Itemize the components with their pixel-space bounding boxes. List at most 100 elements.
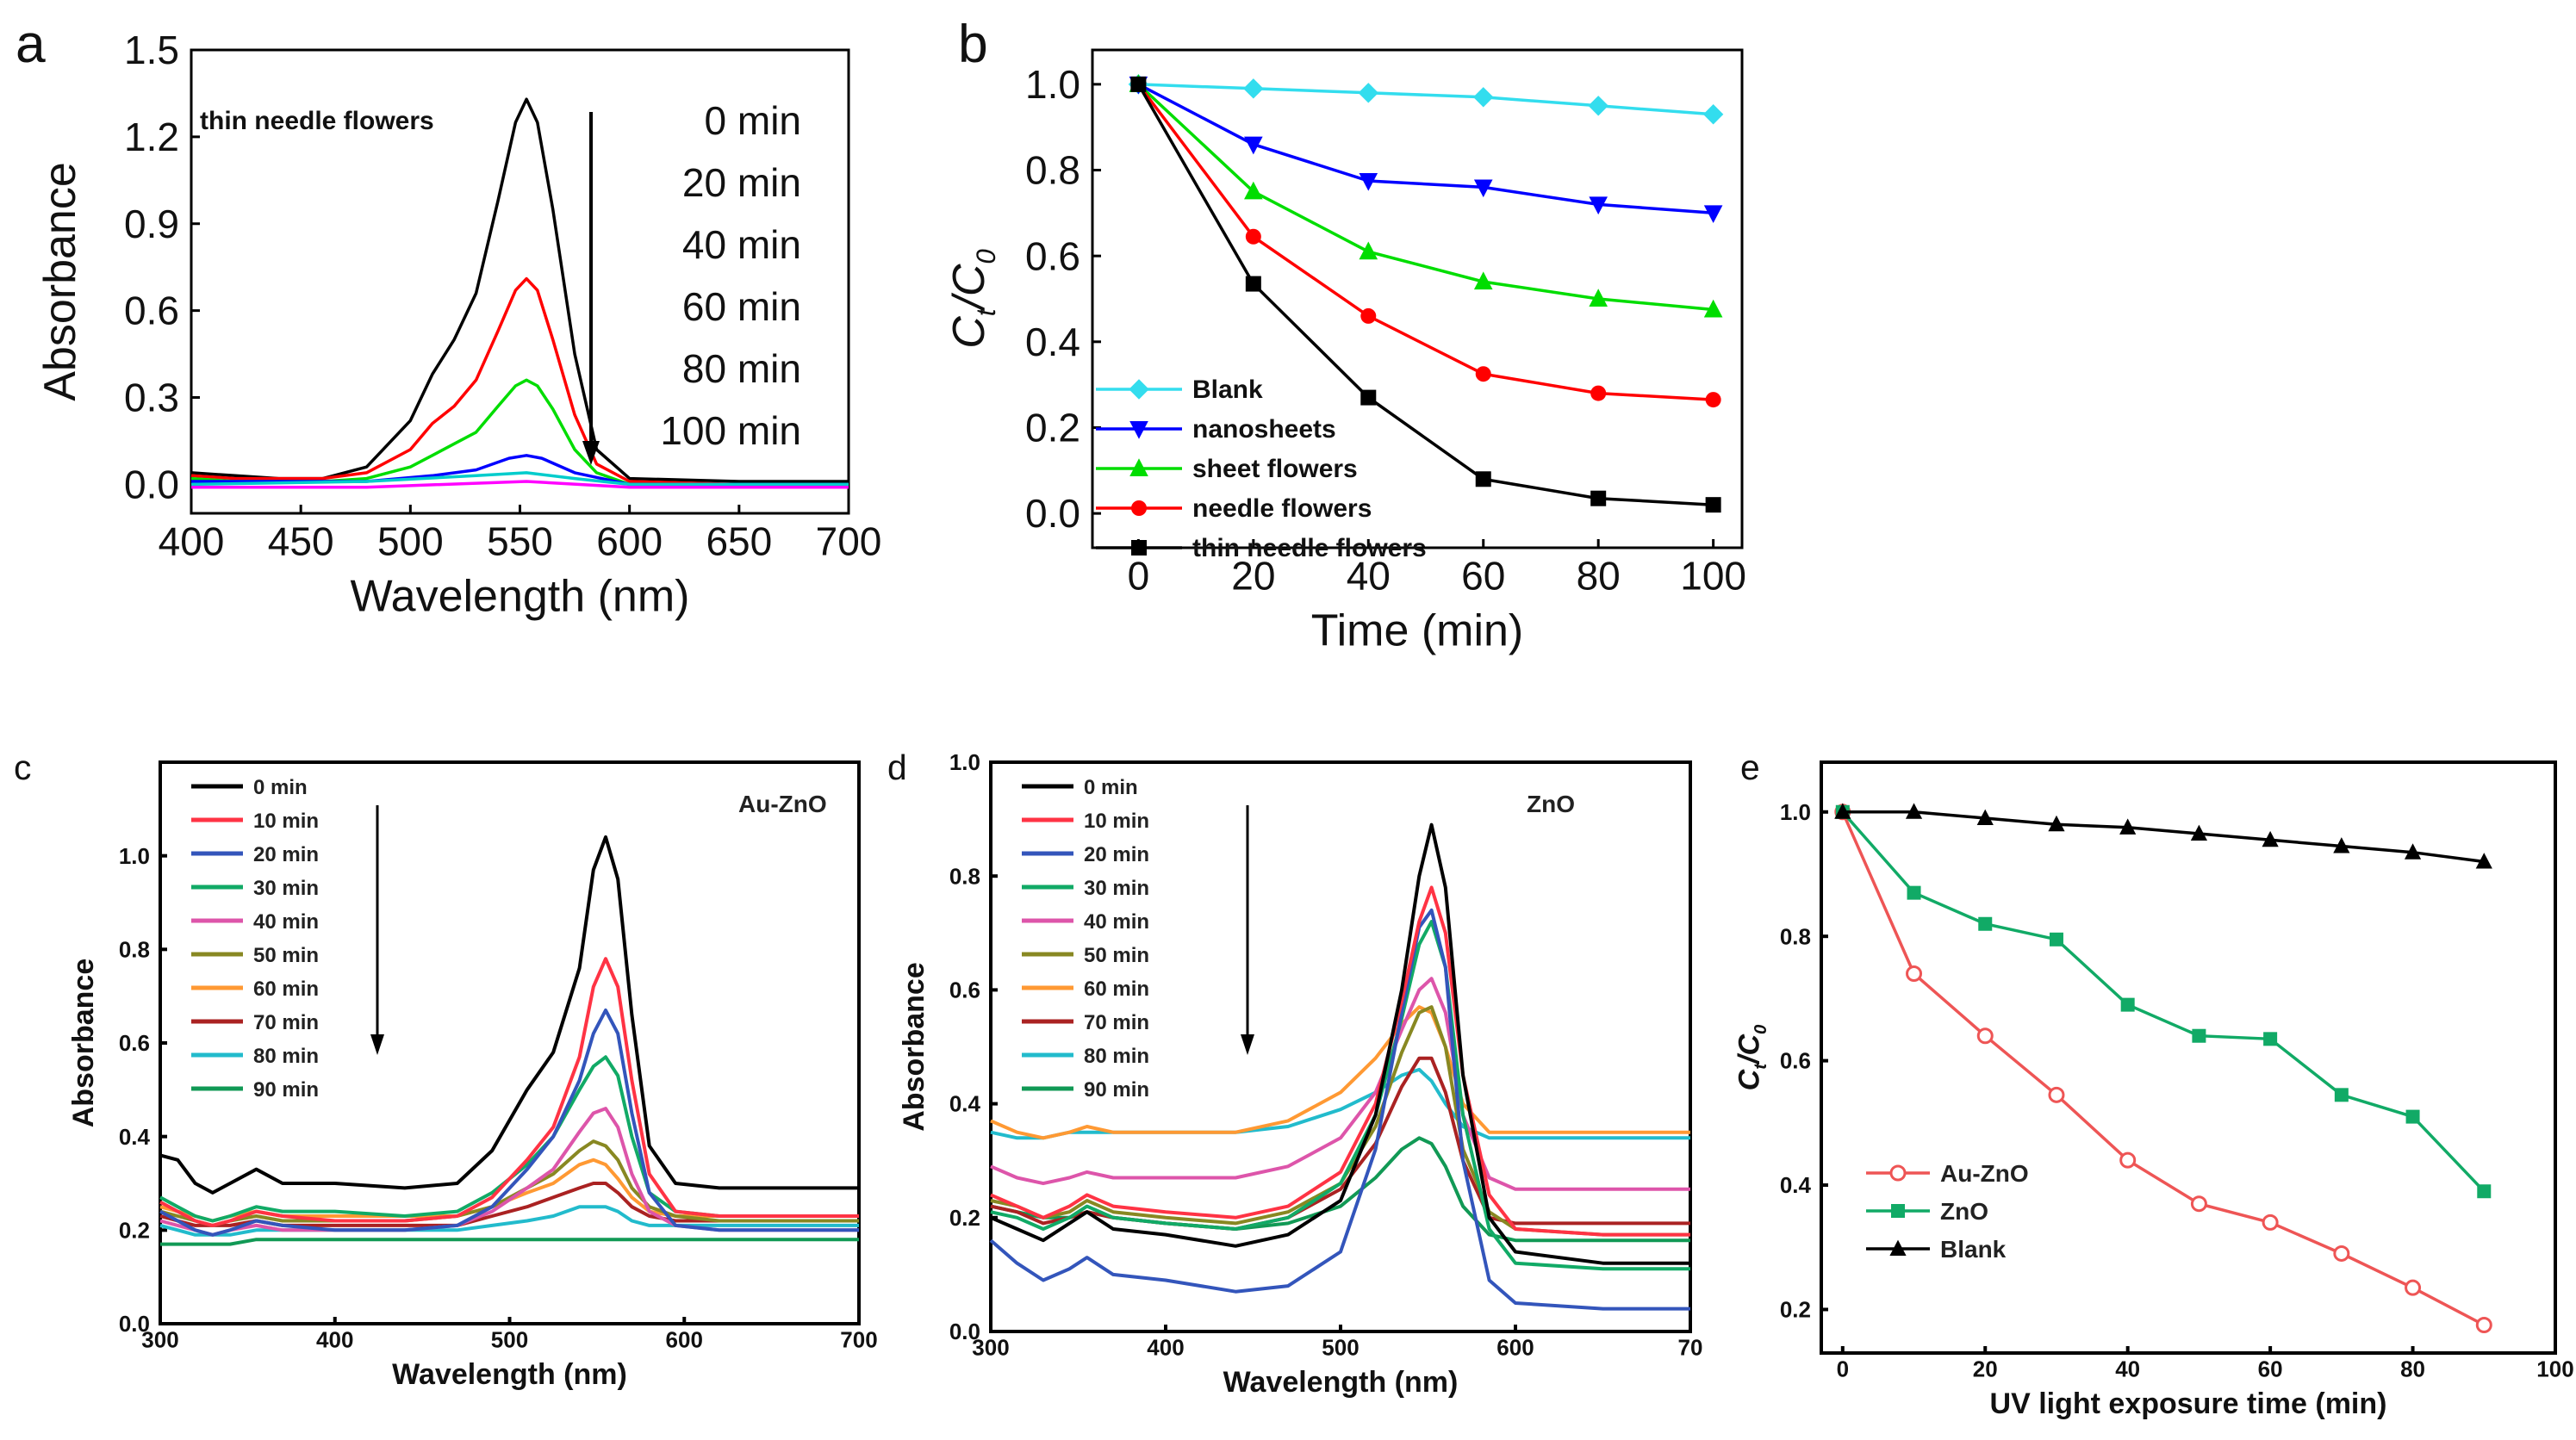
series-line (1137, 83, 1714, 312)
y-axis-label: Absorbance (898, 962, 930, 1132)
series-line (990, 920, 1690, 1271)
y-tick-label: 0.4 (949, 1091, 981, 1117)
y-tick-label: 0.6 (119, 1030, 150, 1056)
legend-label: 0 min (253, 776, 308, 799)
x-tick-label: 600 (666, 1326, 703, 1352)
series-line (1842, 810, 2485, 864)
legend-label: 50 min (253, 944, 319, 967)
y-tick-label: 0.6 (949, 978, 980, 1003)
y-tick-label: 0.8 (119, 936, 150, 962)
x-tick-label: 70 (1678, 1334, 1703, 1360)
series-line (1137, 83, 1714, 215)
y-tick-label: 0.4 (1025, 320, 1080, 364)
legend-label: 20 min (682, 160, 801, 205)
y-tick-label: 1.0 (949, 749, 980, 775)
x-tick-label: 500 (377, 518, 444, 563)
legend-label: 10 min (1084, 810, 1149, 833)
data-point (1245, 276, 1261, 292)
data-point (1473, 179, 1493, 198)
y-tick-label: 0.8 (1025, 148, 1080, 193)
y-axis-label: Ct/C0 (944, 249, 1001, 349)
data-point (1475, 366, 1491, 382)
legend-label: 80 min (682, 346, 801, 391)
y-tick-label: 0.4 (119, 1124, 151, 1150)
series-line (1138, 83, 1714, 116)
x-tick-label: 400 (1147, 1334, 1184, 1360)
x-tick-label: 600 (596, 518, 663, 563)
x-tick-label: 700 (840, 1326, 877, 1352)
x-axis-label: Wavelength (nm) (1223, 1366, 1459, 1399)
y-tick-label: 0.9 (124, 202, 179, 246)
legend-label: 50 min (1084, 944, 1149, 967)
legend-label: 80 min (253, 1045, 319, 1068)
legend-label: 60 min (1084, 978, 1149, 1001)
series-line (990, 885, 1690, 1237)
trend-arrow-head (1241, 1034, 1254, 1055)
y-axis-label-part: /C (944, 264, 994, 311)
y-axis-label-part: /C (1733, 1034, 1765, 1065)
data-point (1360, 307, 1377, 324)
data-point (1245, 228, 1261, 245)
legend-label: 60 min (253, 978, 319, 1001)
chart-title: Au-ZnO (738, 791, 827, 817)
x-tick-label: 650 (706, 518, 772, 563)
data-point (2048, 815, 2065, 832)
x-tick-label: 100 (2536, 1356, 2573, 1381)
y-tick-label: 0.3 (124, 376, 179, 420)
legend-label: 40 min (1084, 910, 1149, 934)
series-line (1136, 84, 1714, 506)
series-line (159, 835, 859, 1195)
y-axis-label-part: C (944, 316, 994, 349)
data-point (1703, 299, 1723, 318)
data-point (1834, 803, 1851, 819)
x-tick-label: 60 (1461, 553, 1505, 598)
y-axis-label-part: 0 (1752, 1024, 1770, 1034)
panel-b: 0 20 40 60 80 100 0.0 0.2 0.4 0.6 0.8 1.0 Time (min)… (944, 15, 1746, 655)
data-point (2049, 932, 2063, 947)
legend-label: 0 min (705, 98, 801, 143)
legend-label: Au-ZnO (1940, 1160, 2029, 1187)
data-point (1589, 196, 1608, 215)
y-axis-label: Ct/C0 (1733, 1024, 1770, 1090)
data-point (1129, 458, 1148, 476)
data-point (1705, 392, 1721, 408)
panel-letter: b (958, 15, 988, 74)
data-point (1129, 379, 1149, 400)
trend-arrow-head (370, 1034, 384, 1055)
x-tick-label: 300 (141, 1326, 178, 1352)
y-tick-label: 0.6 (1780, 1048, 1811, 1074)
x-axis-label: Wavelength (nm) (351, 571, 690, 621)
data-point (1906, 965, 1923, 983)
x-tick-label: 700 (816, 518, 882, 563)
series-line (159, 957, 859, 1227)
series-line (1841, 810, 2486, 1193)
series-line (1137, 83, 1714, 401)
data-point (1473, 87, 1494, 108)
legend-label: 20 min (1084, 843, 1149, 866)
panel-c: 300 400 500 600 700 0.0 0.2 0.4 0.6 0.8 1.0 Wavelen… (14, 748, 878, 1391)
x-tick-label: 400 (316, 1326, 353, 1352)
legend-label: 70 min (253, 1011, 319, 1034)
x-tick-label: 100 (1680, 553, 1746, 598)
y-tick-label: 0.2 (1780, 1297, 1811, 1323)
data-point (1359, 241, 1378, 260)
series-line (989, 908, 1690, 1311)
data-point (1889, 1164, 1907, 1182)
x-tick-label: 20 (1973, 1356, 1998, 1381)
y-tick-label: 0.8 (1780, 923, 1811, 949)
data-point (1889, 1239, 1907, 1256)
data-point (2334, 1088, 2349, 1102)
data-point (2405, 1279, 2422, 1296)
x-axis-label: UV light exposure time (min) (1990, 1387, 2387, 1420)
data-point (1976, 1027, 1994, 1045)
y-axis-label-part: C (1733, 1069, 1765, 1090)
data-point (2263, 1032, 2278, 1046)
series-line (159, 1205, 859, 1237)
data-point (1976, 809, 1994, 825)
data-point (1358, 83, 1378, 103)
data-point (1473, 271, 1493, 290)
y-tick-label: 1.0 (1780, 799, 1811, 825)
data-point (2475, 1317, 2492, 1334)
data-point (1131, 500, 1147, 516)
